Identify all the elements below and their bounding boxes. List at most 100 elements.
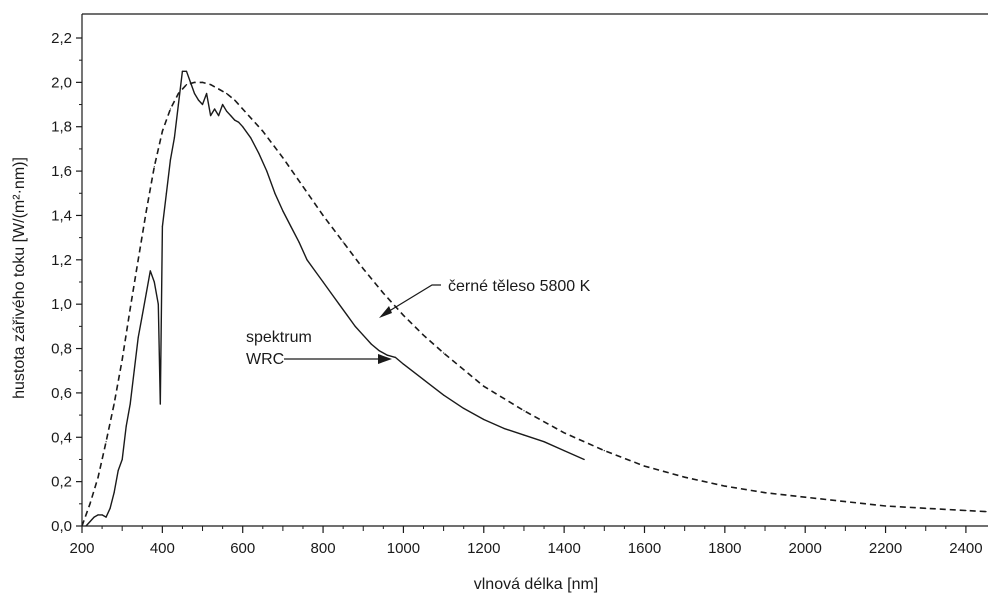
- data-point: [173, 137, 175, 139]
- x-tick-label: 2200: [869, 540, 902, 557]
- data-point: [238, 121, 240, 123]
- data-point: [81, 525, 83, 527]
- annotation-blackbody-label: černé těleso 5800 K: [448, 278, 591, 295]
- data-point: [113, 403, 115, 405]
- data-point: [89, 521, 91, 523]
- data-point: [93, 516, 95, 518]
- data-point: [153, 166, 155, 168]
- x-tick-label: 2000: [789, 540, 822, 557]
- data-point: [563, 450, 565, 452]
- data-point: [804, 496, 806, 498]
- plot-frame: [81, 13, 988, 527]
- y-axis-title: hustota zářivého toku [W/(m²·nm)]: [11, 157, 28, 399]
- data-point: [483, 385, 485, 387]
- data-point: [197, 99, 200, 101]
- data-point: [137, 336, 139, 339]
- data-point: [125, 425, 127, 427]
- y-tick-label: 1,6: [51, 163, 72, 180]
- data-point: [129, 308, 131, 310]
- annotation-wrc-label: spektrum WRC: [246, 329, 316, 368]
- data-point: [177, 103, 179, 106]
- data-point: [153, 281, 155, 283]
- y-tick-label: 0,8: [51, 341, 72, 358]
- data-point: [563, 432, 565, 434]
- data-point: [177, 92, 179, 95]
- data-point: [443, 352, 445, 354]
- data-point: [133, 370, 135, 372]
- data-point: [89, 503, 91, 505]
- x-tick-label: 400: [150, 540, 175, 557]
- data-point: [302, 186, 304, 188]
- data-point: [362, 334, 364, 336]
- data-point: [925, 507, 927, 509]
- y-tick-label: 1,2: [51, 252, 72, 269]
- data-point: [234, 99, 236, 101]
- data-point: [161, 225, 163, 228]
- data-point: [330, 292, 332, 294]
- data-point: [523, 434, 525, 436]
- data-point: [185, 70, 188, 72]
- data-point: [121, 458, 123, 461]
- data-point: [234, 119, 236, 121]
- data-point: [583, 458, 585, 461]
- data-point: [226, 92, 228, 95]
- x-tick-label: 1600: [628, 540, 661, 557]
- data-point: [378, 350, 380, 352]
- data-point: [149, 270, 151, 272]
- annotation-wrc: spektrum WRC: [246, 329, 392, 368]
- series-line-blackbody: [81, 81, 987, 527]
- data-point: [141, 314, 143, 316]
- data-point: [402, 363, 404, 365]
- x-tick-label: 200: [69, 540, 94, 557]
- data-point: [362, 268, 364, 270]
- data-point: [109, 507, 111, 509]
- data-point: [137, 259, 139, 261]
- data-point: [218, 88, 220, 90]
- data-point: [290, 225, 292, 228]
- data-point: [210, 84, 212, 86]
- data-point: [117, 469, 119, 472]
- data-point: [201, 81, 204, 83]
- x-axis-ticks: 200 400 600 800 1000 1200 1400 1600 1800 2000 2200…: [69, 526, 983, 557]
- data-point: [129, 403, 131, 405]
- data-point: [306, 259, 308, 261]
- x-tick-label: 2400: [949, 540, 982, 557]
- data-point: [463, 407, 465, 409]
- y-tick-label: 0,6: [51, 385, 72, 402]
- data-point: [210, 115, 212, 117]
- x-axis-title: vlnová délka [nm]: [474, 576, 599, 593]
- data-point: [105, 441, 107, 443]
- data-point: [185, 84, 188, 86]
- data-point: [483, 418, 485, 421]
- annotation-wrc-arrowhead: [378, 354, 392, 364]
- data-point: [394, 356, 396, 358]
- data-point: [242, 126, 244, 128]
- y-tick-label: 2,2: [51, 30, 72, 47]
- data-point: [262, 130, 264, 132]
- y-tick-label: 1,8: [51, 119, 72, 136]
- data-point: [165, 192, 167, 194]
- y-tick-label: 0,4: [51, 429, 72, 446]
- data-point: [503, 427, 505, 429]
- data-point: [443, 394, 445, 396]
- x-tick-label: 1200: [467, 540, 500, 557]
- annotation-wrc-line2: WRC: [246, 351, 284, 368]
- data-point: [97, 514, 99, 516]
- data-point: [724, 485, 726, 487]
- data-point: [402, 314, 404, 316]
- annotation-blackbody-arrowhead: [379, 306, 392, 318]
- x-tick-label: 1000: [387, 540, 420, 557]
- y-tick-label: 0,2: [51, 474, 72, 491]
- data-point: [193, 92, 196, 95]
- data-point: [206, 92, 208, 95]
- data-point: [169, 159, 171, 161]
- data-point: [543, 441, 545, 443]
- data-point: [145, 210, 147, 212]
- data-point: [885, 505, 887, 507]
- x-tick-label: 600: [230, 540, 255, 557]
- data-point: [266, 170, 268, 172]
- y-tick-label: 2,0: [51, 74, 72, 91]
- data-point: [314, 270, 316, 272]
- data-point: [338, 303, 340, 305]
- data-point: [161, 130, 163, 132]
